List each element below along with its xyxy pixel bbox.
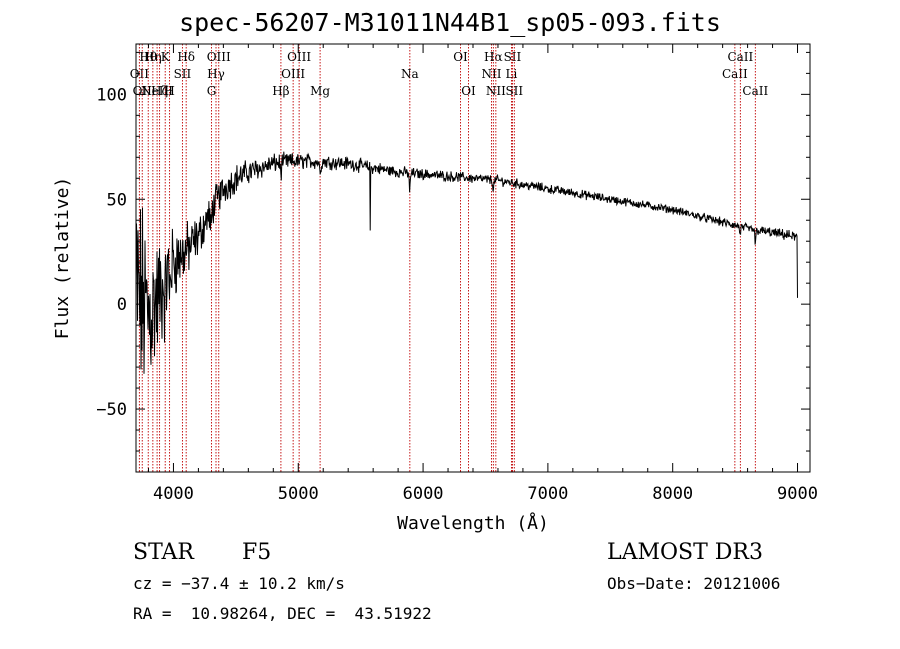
line-marker-label-27: CaII <box>727 50 753 64</box>
line-marker-label-3: Hη <box>144 50 162 64</box>
line-marker-label-22: NII <box>486 84 506 98</box>
spectrum-line <box>136 151 798 374</box>
line-marker-label-19: OI <box>461 84 476 98</box>
x-tick-label-8000: 8000 <box>652 484 693 504</box>
x-tick-label-6000: 6000 <box>403 484 444 504</box>
line-marker-label-6: K <box>161 50 171 64</box>
line-marker-label-24: SII <box>504 50 522 64</box>
y-tick-label--50: −50 <box>96 400 127 420</box>
object-subclass: F5 <box>242 540 272 565</box>
y-tick-label-100: 100 <box>96 85 127 105</box>
line-marker-label-11: Hγ <box>207 67 225 81</box>
line-marker-label-18: OI <box>453 50 468 64</box>
line-marker-label-12: OIII <box>207 50 231 64</box>
line-marker-label-9: Hδ <box>177 50 195 64</box>
coordinates: RA = 10.98264, DEC = 43.51922 <box>133 604 432 623</box>
line-marker-label-26: CaII <box>722 67 748 81</box>
line-marker-label-21: Hα <box>484 50 503 64</box>
chart-title: spec-56207-M31011N44B1_sp05-093.fits <box>179 8 721 37</box>
line-marker-label-14: OIII <box>281 67 305 81</box>
observation-date: Obs−Date: 20121006 <box>607 574 781 593</box>
line-marker-label-5: Hζ <box>151 84 168 98</box>
line-marker-label-13: Hβ <box>272 84 289 98</box>
line-marker-label-16: Mg <box>310 84 330 98</box>
y-tick-label-0: 0 <box>117 295 127 315</box>
x-axis-label: Wavelength (Å) <box>397 512 549 534</box>
line-marker-label-7: H <box>164 84 174 98</box>
x-tick-label-7000: 7000 <box>527 484 568 504</box>
x-tick-label-4000: 4000 <box>153 484 194 504</box>
x-tick-label-5000: 5000 <box>278 484 319 504</box>
line-marker-label-17: Na <box>401 67 419 81</box>
line-marker-label-23: Li <box>506 67 518 81</box>
object-class: STAR <box>133 540 194 565</box>
y-tick-label-50: 50 <box>107 190 127 210</box>
line-marker-label-10: G <box>207 84 217 98</box>
y-axis-label: Flux (relative) <box>52 177 73 340</box>
plot-frame <box>135 43 811 473</box>
line-marker-label-15: OIII <box>287 50 311 64</box>
x-tick-label-9000: 9000 <box>777 484 818 504</box>
line-marker-label-20: NII <box>481 67 501 81</box>
line-marker-label-28: CaII <box>742 84 768 98</box>
line-marker-label-8: SII <box>174 67 192 81</box>
line-marker-label-0: OII <box>130 67 150 81</box>
line-marker-label-25: SII <box>505 84 523 98</box>
survey-name: LAMOST DR3 <box>607 540 763 565</box>
redshift-velocity: cz = −37.4 ± 10.2 km/s <box>133 574 345 593</box>
